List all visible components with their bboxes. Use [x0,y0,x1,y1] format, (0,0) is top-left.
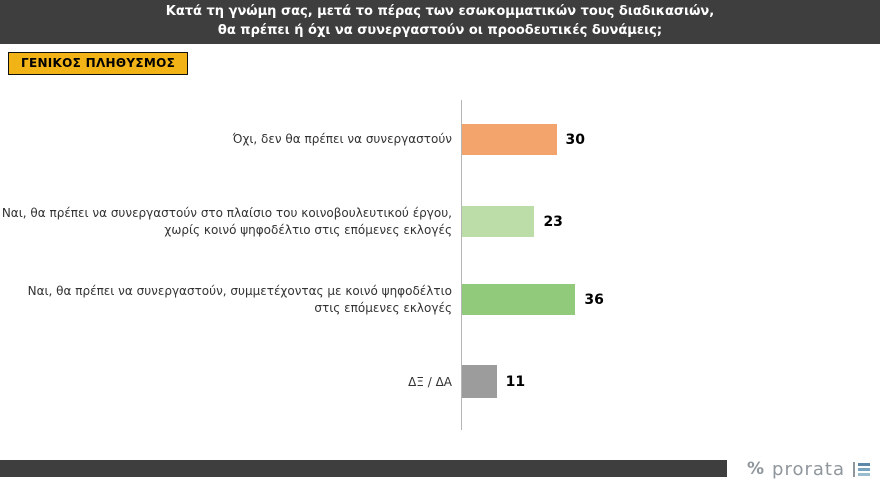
bar-yes-joint-ballot [462,284,576,315]
question-line-1: Κατά τη γνώμη σας, μετά το πέρας των εσω… [165,4,715,20]
bar-no-cooperation [462,124,557,155]
footer-bar [0,460,727,477]
prorata-logo: % prorata [747,456,870,482]
bar-label-dont-know: ΔΞ / ΔΑ [408,375,452,389]
question-header: Κατά τη γνώμη σας, μετά το πέρας των εσω… [0,0,880,44]
question-line-2: θα πρέπει ή όχι να συνεργαστούν οι προοδ… [217,23,663,38]
bar-dont-know [462,365,497,398]
bar-row: 11 [462,365,525,398]
brand-name: prorata [772,458,845,480]
bar-row: 23 [462,206,563,237]
bar-row: 36 [462,284,604,315]
prorata-mark-icon [853,461,870,477]
chart-axis-line [461,100,462,430]
bar-value: 30 [565,131,585,148]
bar-value: 23 [543,213,563,230]
bar-label-yes-no-joint-ballot: Ναι, θα πρέπει να συνεργαστούν στο πλαίσ… [1,206,452,238]
bar-row: 30 [462,124,585,155]
bar-value: 36 [584,291,604,308]
bar-value: 11 [505,373,526,390]
bar-label-yes-joint-ballot: Ναι, θα πρέπει να συνεργαστούν, συμμετέχ… [27,284,452,316]
bar-label-no-cooperation: Όχι, δεν θα πρέπει να συνεργαστούν [232,132,452,146]
percent-icon: % [746,459,765,479]
population-badge: ΓΕΝΙΚΟΣ ΠΛΗΘΥΣΜΟΣ [8,52,189,75]
bar-yes-no-joint-ballot [462,206,535,237]
